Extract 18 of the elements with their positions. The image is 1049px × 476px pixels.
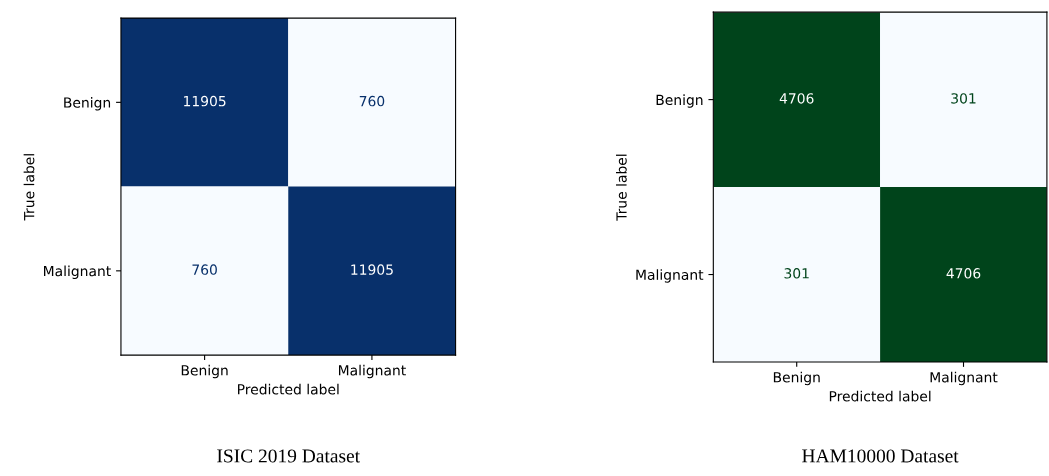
data-label: 4706 xyxy=(946,268,981,279)
data-label: 301 xyxy=(784,268,809,279)
x-axis-title: Predicted label xyxy=(238,383,339,395)
data-label: 11905 xyxy=(184,95,226,107)
x-tick-label: Malignant xyxy=(338,364,406,379)
text: HAM10000 Dataset xyxy=(802,449,959,463)
x-tick-label: Malignant xyxy=(930,371,998,386)
data-label: 760 xyxy=(192,264,217,275)
data-label: 760 xyxy=(359,95,385,107)
y-axis-title: True label xyxy=(23,154,35,221)
data-label: 301 xyxy=(951,93,976,104)
x-tick-label: Benign xyxy=(773,371,820,386)
text: ISIC 2019 Dataset xyxy=(217,449,360,463)
y-axis-title: True label xyxy=(616,154,627,221)
x-axis-title: Predicted label xyxy=(829,390,931,402)
x-tick-label: Benign xyxy=(181,364,228,379)
data-label: 4706 xyxy=(779,93,814,104)
data-label: 11905 xyxy=(351,264,393,275)
